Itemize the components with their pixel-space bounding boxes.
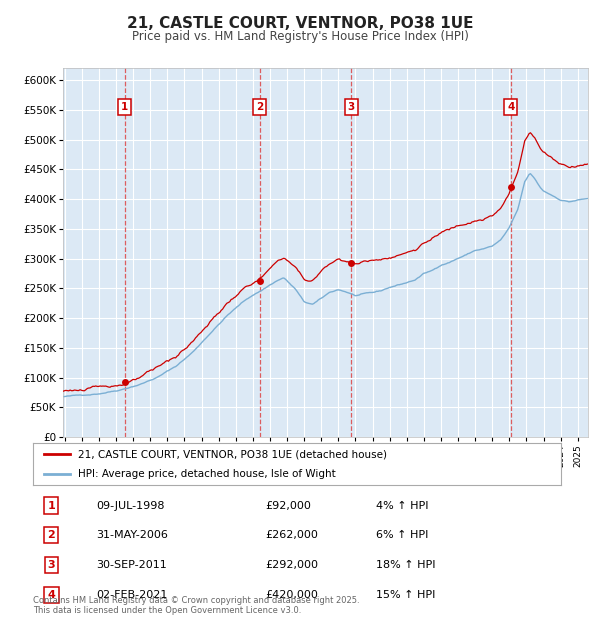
Text: 6% ↑ HPI: 6% ↑ HPI [376, 530, 428, 541]
Text: £92,000: £92,000 [265, 500, 311, 511]
Text: 09-JUL-1998: 09-JUL-1998 [97, 500, 165, 511]
Text: 3: 3 [47, 560, 55, 570]
Text: Price paid vs. HM Land Registry's House Price Index (HPI): Price paid vs. HM Land Registry's House … [131, 30, 469, 43]
Text: 31-MAY-2006: 31-MAY-2006 [97, 530, 168, 541]
Text: 4: 4 [47, 590, 55, 600]
Text: 30-SEP-2011: 30-SEP-2011 [97, 560, 167, 570]
Text: 4: 4 [507, 102, 515, 112]
Text: Contains HM Land Registry data © Crown copyright and database right 2025.
This d: Contains HM Land Registry data © Crown c… [33, 596, 359, 615]
Text: HPI: Average price, detached house, Isle of Wight: HPI: Average price, detached house, Isle… [78, 469, 335, 479]
Text: 1: 1 [47, 500, 55, 511]
Text: £262,000: £262,000 [265, 530, 318, 541]
Text: £420,000: £420,000 [265, 590, 318, 600]
Text: 1: 1 [121, 102, 128, 112]
Text: 15% ↑ HPI: 15% ↑ HPI [376, 590, 436, 600]
Text: 4% ↑ HPI: 4% ↑ HPI [376, 500, 428, 511]
Text: 3: 3 [347, 102, 355, 112]
Text: 2: 2 [256, 102, 263, 112]
Text: 18% ↑ HPI: 18% ↑ HPI [376, 560, 436, 570]
Text: £292,000: £292,000 [265, 560, 319, 570]
Text: 21, CASTLE COURT, VENTNOR, PO38 1UE (detached house): 21, CASTLE COURT, VENTNOR, PO38 1UE (det… [78, 450, 387, 459]
Text: 2: 2 [47, 530, 55, 541]
Text: 02-FEB-2021: 02-FEB-2021 [97, 590, 168, 600]
Text: 21, CASTLE COURT, VENTNOR, PO38 1UE: 21, CASTLE COURT, VENTNOR, PO38 1UE [127, 16, 473, 31]
